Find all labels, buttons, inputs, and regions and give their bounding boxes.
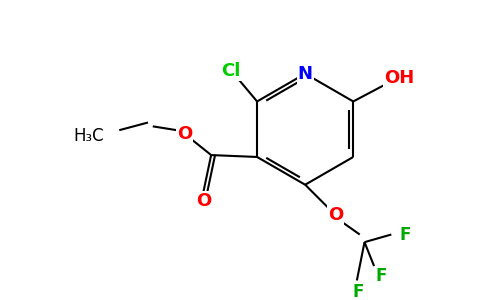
Text: N: N [298,65,313,83]
Text: O: O [196,192,211,210]
Text: OH: OH [384,68,414,86]
Text: O: O [328,206,344,224]
Text: O: O [177,125,192,143]
Text: H₃C: H₃C [73,127,104,145]
Text: F: F [400,226,411,244]
Text: F: F [375,267,387,285]
Text: Cl: Cl [222,62,241,80]
Text: F: F [352,283,363,300]
